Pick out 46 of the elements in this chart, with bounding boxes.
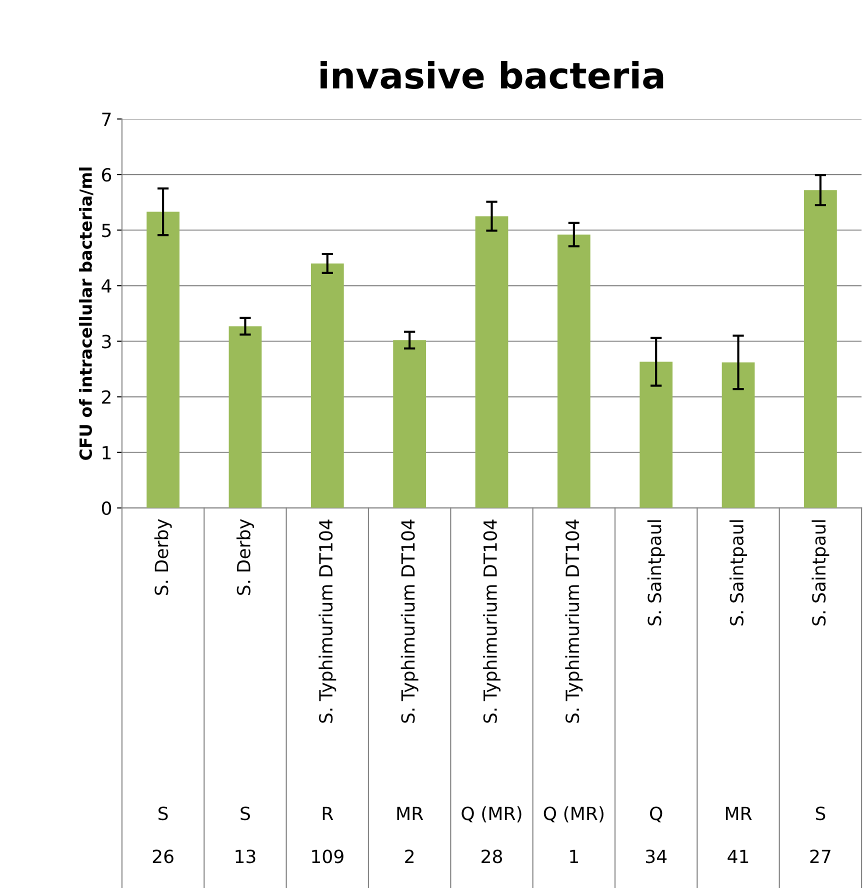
text: 109 (312, 850, 344, 864)
y-tick-label: 5 (102, 224, 111, 238)
text: 1 (570, 850, 578, 863)
x-tick-label: S. Derby (236, 519, 254, 595)
bar (640, 362, 673, 508)
text: S (816, 806, 826, 820)
y-tick-label: 1 (102, 446, 111, 460)
y-tick-label: 0 (102, 501, 112, 516)
text: 13 (236, 850, 256, 864)
y-tick-label: 2 (102, 390, 110, 404)
text: 34 (646, 850, 667, 864)
bar (804, 190, 837, 508)
bar (146, 212, 180, 508)
x-tick-label: S. Saintpaul (730, 520, 748, 626)
y-axis-title: CFU of intracellular bacteria/ml (79, 168, 94, 460)
text: MR (397, 806, 424, 820)
text: 2 (405, 850, 414, 863)
text: MR (726, 806, 752, 820)
text: Q (MR) (462, 806, 522, 822)
bar (557, 234, 590, 508)
text: S (240, 806, 250, 820)
x-tick-label: S. Typhimurium DT104 (565, 520, 583, 723)
text: 41 (728, 850, 748, 863)
bar (475, 216, 508, 508)
x-tick-label: S. Derby (154, 519, 172, 595)
y-tick-label: 4 (102, 279, 112, 293)
x-tick-label: S. Typhimurium DT104 (318, 520, 336, 723)
x-tick-label: S. Typhimurium DT104 (483, 520, 500, 723)
text: R (322, 806, 334, 820)
bar (393, 340, 426, 508)
text: 28 (482, 850, 502, 864)
y-tick-label: 6 (102, 168, 112, 182)
text: 27 (810, 850, 830, 863)
bar (228, 326, 262, 508)
y-tick-label: 7 (102, 112, 111, 126)
x-tick-label: S. Typhimurium DT104 (400, 520, 418, 723)
text: Q (650, 806, 662, 822)
text: S (158, 806, 168, 820)
x-tick-label: S. Saintpaul (812, 520, 830, 626)
y-tick-label: 3 (102, 334, 111, 348)
text: 26 (152, 850, 174, 864)
bar (310, 263, 344, 508)
chart-title: invasive bacteria (320, 61, 664, 89)
bar (722, 362, 755, 508)
x-tick-label: S. Saintpaul (647, 520, 665, 626)
text: Q (MR) (544, 806, 604, 822)
